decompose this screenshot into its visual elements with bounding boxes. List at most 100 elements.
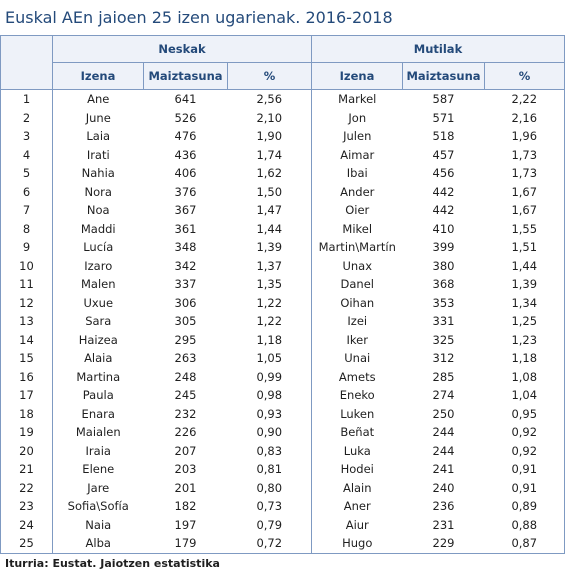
girl-name-cell: Iraia [52,441,144,460]
boy-frequency-cell: 368 [432,277,455,292]
boy-percent-cell: 0,88 [484,515,566,534]
boy-percent-cell: 1,67 [484,201,566,220]
girl-name-cell: Sofia\Sofía [52,497,144,516]
table-row: 2 June 526 2,10 Jon 571 2,16 [0,108,566,127]
girl-name-cell: Paula [52,386,144,405]
girl-frequency-cell: 436 [174,147,197,162]
boy-frequency-cell: 244 [432,425,455,440]
boy-name-cell: Hodei [311,460,403,479]
table-row: 3 Laia 476 1,90 Julen 518 1,96 [0,127,566,146]
boy-percent-cell: 0,95 [484,404,566,423]
boy-frequency-cell: 325 [432,332,455,347]
table-row: 21 Elene 203 0,81 Hodei 241 0,91 [0,460,566,479]
boy-frequency-cell: 518 [432,129,455,144]
boy-name-cell: Aner [311,497,403,516]
boy-percent-cell: 0,92 [484,441,566,460]
girl-frequency-cell: 476 [174,129,197,144]
boy-name-cell: Danel [311,275,403,294]
girl-name-cell: Malen [52,275,144,294]
rank-cell: 19 [0,423,53,442]
girl-name-cell: Irati [52,145,144,164]
boy-percent-cell: 0,87 [484,534,566,554]
girl-name-cell: Haizea [52,330,144,349]
girl-name-cell: Jare [52,478,144,497]
boy-frequency-cell: 241 [432,462,455,477]
boy-name-cell: Alain [311,478,403,497]
girl-frequency-cell: 295 [174,332,197,347]
group-header-row: Neskak Mutilak [0,35,566,90]
table-row: 11 Malen 337 1,35 Danel 368 1,39 [0,275,566,294]
girl-percent-cell: 1,22 [256,295,283,310]
boy-percent-cell: 1,23 [484,330,566,349]
table-row: 24 Naia 197 0,79 Aiur 231 0,88 [0,515,566,534]
boy-name-cell: Eneko [311,386,403,405]
boy-name-cell: Martin\Martín [311,238,403,257]
girl-name-cell: Martina [52,367,144,386]
girl-percent-cell: 0,83 [256,443,283,458]
rank-cell: 20 [0,441,53,460]
boy-frequency-cell: 571 [432,110,455,125]
rank-cell: 1 [0,89,53,109]
girl-frequency-cell: 526 [174,110,197,125]
table-row: 25 Alba 179 0,72 Hugo 229 0,87 [0,534,566,554]
col-header-girl-name: Izena [52,62,144,90]
girl-name-cell: Noa [52,201,144,220]
rank-cell: 14 [0,330,53,349]
rank-cell: 15 [0,349,53,368]
table-row: 8 Maddi 361 1,44 Mikel 410 1,55 [0,219,566,238]
girl-name-cell: Enara [52,404,144,423]
girl-frequency-cell: 226 [174,425,197,440]
boy-name-cell: Iker [311,330,403,349]
boy-frequency-cell: 587 [432,92,455,107]
boy-percent-cell: 1,73 [484,164,566,183]
boy-name-cell: Julen [311,127,403,146]
boy-percent-cell: 1,04 [484,386,566,405]
girl-percent-cell: 2,10 [256,110,283,125]
rank-cell: 2 [0,108,53,127]
table-row: 19 Maialen 226 0,90 Beñat 244 0,92 [0,423,566,442]
boy-percent-cell: 0,89 [484,497,566,516]
girl-frequency-cell: 337 [174,277,197,292]
rank-cell: 18 [0,404,53,423]
girl-frequency-cell: 201 [174,480,197,495]
girl-name-cell: Elene [52,460,144,479]
girl-percent-cell: 1,50 [256,184,283,199]
rank-cell: 9 [0,238,53,257]
boy-percent-cell: 2,22 [484,89,566,109]
rank-cell: 22 [0,478,53,497]
boy-name-cell: Aiur [311,515,403,534]
table-row: 16 Martina 248 0,99 Amets 285 1,08 [0,367,566,386]
girl-frequency-cell: 179 [143,534,228,554]
boy-percent-cell: 1,18 [484,349,566,368]
girl-frequency-cell: 348 [174,240,197,255]
boy-percent-cell: 1,51 [484,238,566,257]
table-row: 15 Alaia 263 1,05 Unai 312 1,18 [0,349,566,368]
girl-percent-cell: 0,93 [256,406,283,421]
rank-cell: 25 [0,534,53,554]
boy-name-cell: Beñat [311,423,403,442]
rank-cell: 3 [0,127,53,146]
table-row: 23 Sofia\Sofía 182 0,73 Aner 236 0,89 [0,497,566,516]
boy-frequency-cell: 380 [432,258,455,273]
table-row: 7 Noa 367 1,47 Oier 442 1,67 [0,201,566,220]
girl-frequency-cell: 305 [174,314,197,329]
girl-percent-cell: 0,80 [256,480,283,495]
girl-percent-cell: 1,74 [256,147,283,162]
col-header-boy-percent: % [483,62,566,90]
rank-cell: 5 [0,164,53,183]
girl-frequency-cell: 306 [174,295,197,310]
girl-frequency-cell: 232 [174,406,197,421]
group-header-girls: Neskak [52,35,312,63]
boy-frequency-cell: 399 [432,240,455,255]
boy-name-cell: Oihan [311,293,403,312]
boy-frequency-cell: 274 [432,388,455,403]
rank-cell: 6 [0,182,53,201]
boy-name-cell: Jon [311,108,403,127]
girl-frequency-cell: 376 [174,184,197,199]
col-header-boy-frequency: Maiztasuna [402,62,485,90]
table-row: 4 Irati 436 1,74 Aimar 457 1,73 [0,145,566,164]
table-row: 1 Ane 641 2,56 Markel 587 2,22 [0,89,566,109]
rank-cell: 17 [0,386,53,405]
boy-percent-cell: 0,91 [484,478,566,497]
boy-name-cell: Ibai [311,164,403,183]
